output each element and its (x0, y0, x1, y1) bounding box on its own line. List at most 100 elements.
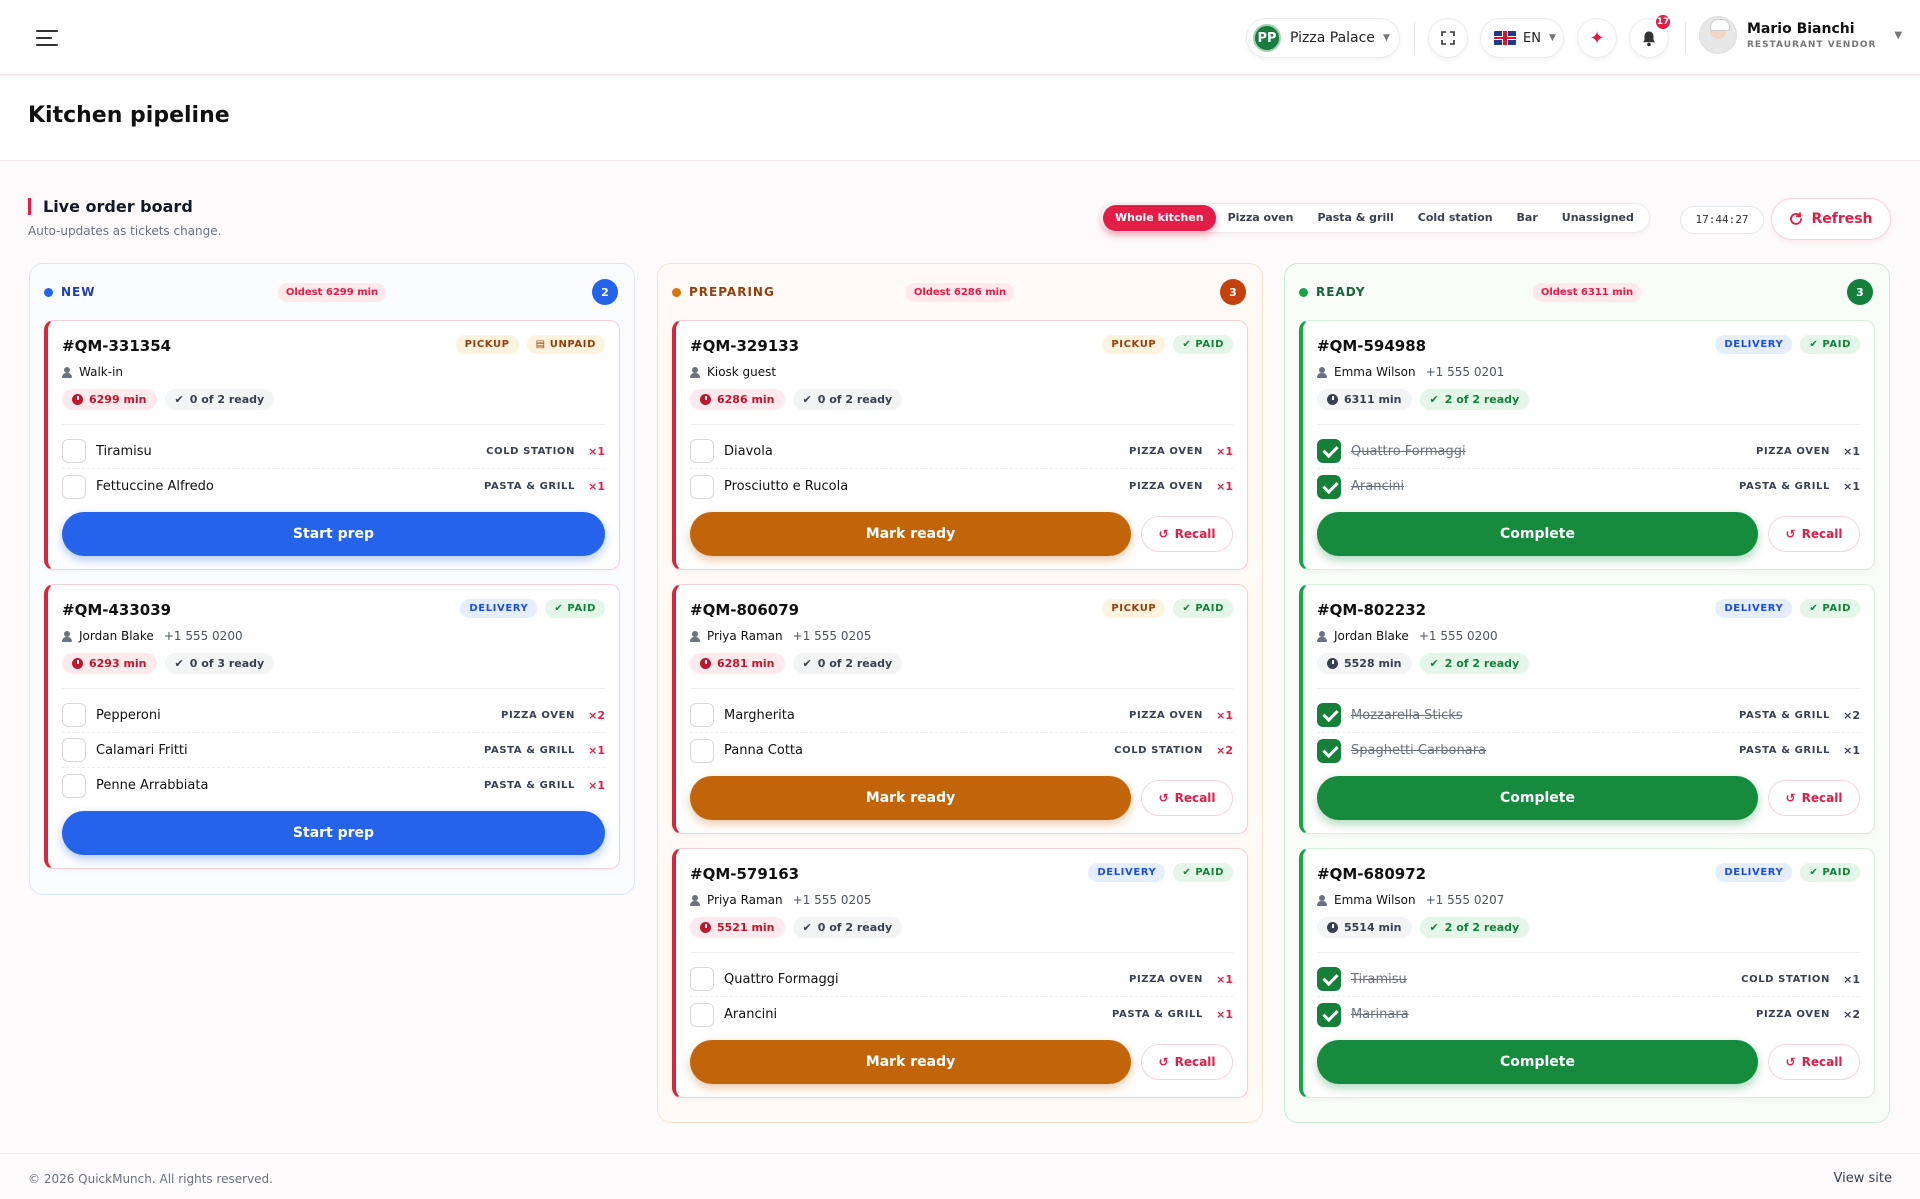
complete-button[interactable]: Complete (1317, 776, 1758, 820)
item-checkbox[interactable] (62, 738, 86, 762)
order-tags: PICKUP ✔ PAID (1102, 599, 1233, 618)
list-item: Tiramisu COLD STATION ×1 (1317, 962, 1860, 997)
item-checkbox[interactable] (1317, 474, 1341, 499)
page-header: Kitchen pipeline (0, 76, 1920, 161)
item-quantity: ×1 (1843, 972, 1860, 986)
complete-button[interactable]: Complete (1317, 512, 1758, 556)
payment-label: PAID (1195, 603, 1224, 614)
divider (1414, 22, 1415, 54)
user-name: Mario Bianchi (1747, 20, 1855, 37)
start-prep-button[interactable]: Start prep (62, 512, 605, 556)
item-quantity: ×1 (1216, 708, 1233, 722)
complete-button[interactable]: Complete (1317, 1040, 1758, 1084)
item-checkbox[interactable] (62, 474, 86, 499)
notification-count: 17 (1654, 13, 1672, 31)
customer-phone: +1 555 0200 (163, 629, 243, 643)
filter-bar[interactable]: Bar (1516, 211, 1538, 224)
customer-info: Kiosk guest (690, 365, 776, 379)
recall-button[interactable]: ↺ Recall (1141, 516, 1233, 552)
filter-whole-kitchen[interactable]: Whole kitchen (1103, 205, 1216, 231)
item-list: Tiramisu COLD STATION ×1 Marinara PIZZA OVEN… (1317, 962, 1860, 1032)
recall-button[interactable]: ↺ Recall (1768, 780, 1860, 816)
item-checkbox[interactable] (1317, 703, 1341, 727)
divider (1317, 688, 1860, 689)
start-prep-button[interactable]: Start prep (62, 811, 605, 855)
filter-unassigned[interactable]: Unassigned (1561, 211, 1634, 224)
list-item: Pepperoni PIZZA OVEN ×2 (62, 698, 605, 733)
item-checkbox[interactable] (62, 439, 86, 463)
order-type-badge: PICKUP (455, 335, 519, 354)
mark-ready-button[interactable]: Mark ready (690, 776, 1131, 820)
notifications-button[interactable]: 17 (1629, 13, 1672, 58)
item-name: Marinara (1351, 1007, 1409, 1022)
recall-button[interactable]: ↺ Recall (1141, 1044, 1233, 1080)
item-checkbox[interactable] (1317, 967, 1341, 991)
clock-icon (1327, 922, 1338, 933)
recall-label: Recall (1801, 791, 1843, 805)
item-checkbox[interactable] (690, 474, 714, 499)
order-id: #QM-579163 (690, 865, 800, 883)
recall-button[interactable]: ↺ Recall (1768, 516, 1860, 552)
recall-button[interactable]: ↺ Recall (1768, 1044, 1860, 1080)
item-checkbox[interactable] (62, 773, 86, 798)
item-checkbox[interactable] (690, 703, 714, 727)
list-item: Quattro Formaggi PIZZA OVEN ×1 (1317, 434, 1860, 469)
undo-icon: ↺ (1785, 1055, 1796, 1069)
item-checkbox[interactable] (1317, 439, 1341, 463)
payment-label: PAID (1822, 339, 1851, 350)
ticket-meta: 6299 min ✔ 0 of 2 ready (62, 389, 275, 410)
restaurant-switcher[interactable]: PP Pizza Palace ▼ (1246, 18, 1400, 58)
ready-count-label: 2 of 2 ready (1444, 657, 1520, 670)
item-checkbox[interactable] (690, 738, 714, 763)
filter-pasta-grill[interactable]: Pasta & grill (1317, 211, 1394, 224)
list-item: Diavola PIZZA OVEN ×1 (690, 434, 1233, 469)
ticket-meta: 6286 min ✔ 0 of 2 ready (690, 389, 903, 410)
divider (690, 952, 1233, 953)
language-switcher[interactable]: EN ▼ (1480, 18, 1564, 58)
order-id: #QM-329133 (690, 337, 800, 355)
elapsed-time: 5514 min (1317, 917, 1412, 938)
item-list: Quattro Formaggi PIZZA OVEN ×1 Arancini PAST… (690, 962, 1233, 1032)
filter-pizza-oven[interactable]: Pizza oven (1227, 211, 1294, 224)
oldest-badge: Oldest 6311 min (1532, 282, 1642, 302)
order-tags: DELIVERY ✔ PAID (1715, 599, 1860, 618)
item-checkbox[interactable] (1317, 1002, 1341, 1027)
recall-label: Recall (1174, 1055, 1216, 1069)
bell-icon (1643, 31, 1655, 46)
fullscreen-button[interactable] (1428, 18, 1468, 58)
item-name: Quattro Formaggi (1351, 443, 1466, 459)
filter-cold-station[interactable]: Cold station (1417, 211, 1493, 224)
item-quantity: ×2 (588, 708, 605, 722)
item-checkbox[interactable] (1317, 738, 1341, 763)
recall-button[interactable]: ↺ Recall (1141, 780, 1233, 816)
footer: © 2026 QuickMunch. All rights reserved. … (0, 1153, 1920, 1199)
item-checkbox[interactable] (690, 1002, 714, 1027)
item-checkbox[interactable] (62, 703, 86, 727)
user-menu[interactable]: Mario Bianchi RESTAURANT VENDOR ▼ (1699, 16, 1902, 54)
refresh-button[interactable]: Refresh (1771, 198, 1891, 240)
ticket-actions: Start prep (62, 810, 605, 856)
mark-ready-button[interactable]: Mark ready (690, 1040, 1131, 1084)
fullscreen-icon (1441, 31, 1455, 45)
customer-name: Walk-in (79, 365, 124, 379)
item-name: Diavola (724, 443, 773, 459)
user-icon (690, 894, 700, 906)
mark-ready-button[interactable]: Mark ready (690, 512, 1131, 556)
page-title: Kitchen pipeline (28, 103, 230, 128)
payment-badge: ✔ PAID (1800, 335, 1860, 354)
menu-icon[interactable] (36, 30, 58, 46)
order-id: #QM-802232 (1317, 601, 1427, 619)
order-ticket: #QM-806079 PICKUP ✔ PAID Priya Raman +1 555 … (672, 584, 1248, 834)
user-icon (62, 366, 72, 378)
ai-assistant-button[interactable]: ✦ (1577, 18, 1617, 58)
item-name: Pepperoni (96, 707, 161, 723)
ticket-meta: 6293 min ✔ 0 of 3 ready (62, 653, 275, 674)
item-checkbox[interactable] (690, 439, 714, 463)
view-site-link[interactable]: View site (1833, 1171, 1892, 1186)
divider (1685, 22, 1686, 54)
order-id: #QM-331354 (62, 337, 172, 355)
ticket-count-badge: 3 (1847, 279, 1873, 305)
item-name: Quattro Formaggi (724, 971, 839, 987)
item-checkbox[interactable] (690, 967, 714, 991)
column-title: PREPARING (689, 285, 775, 299)
